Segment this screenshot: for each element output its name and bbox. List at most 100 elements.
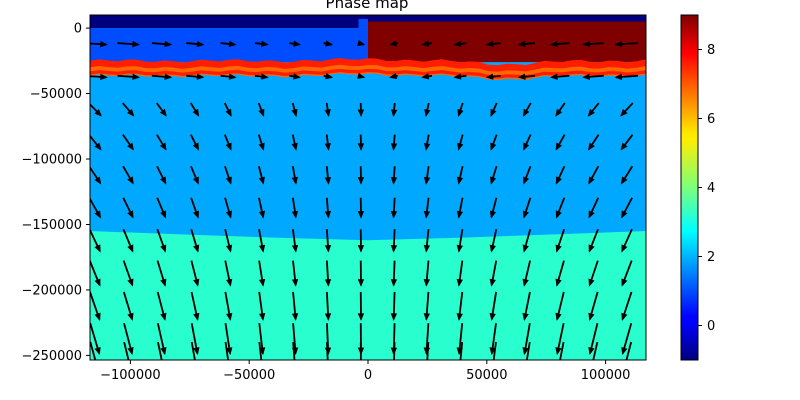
velocity-arrow xyxy=(122,260,134,287)
velocity-arrow xyxy=(522,260,531,287)
y-tick-label: −200000 xyxy=(21,283,82,298)
velocity-arrow xyxy=(555,134,566,151)
velocity-arrow xyxy=(588,260,599,287)
velocity-arrows xyxy=(90,39,639,360)
velocity-arrow xyxy=(423,291,431,321)
velocity-arrow xyxy=(326,341,329,360)
velocity-arrow xyxy=(123,322,134,356)
velocity-arrow xyxy=(291,166,298,185)
velocity-arrow xyxy=(220,40,237,48)
velocity-arrow xyxy=(490,102,498,117)
velocity-arrow xyxy=(423,166,431,185)
velocity-arrow xyxy=(621,291,633,321)
y-tick-label: 0 xyxy=(74,22,82,37)
velocity-arrow xyxy=(223,134,232,151)
velocity-arrow xyxy=(390,291,398,321)
velocity-arrow xyxy=(324,166,332,185)
velocity-arrow xyxy=(620,165,634,185)
velocity-arrow xyxy=(587,102,600,117)
velocity-arrow xyxy=(457,134,464,151)
velocity-arrow xyxy=(456,166,464,185)
velocity-arrow xyxy=(555,228,565,253)
velocity-arrow xyxy=(620,134,634,151)
velocity-arrow xyxy=(151,40,173,48)
velocity-arrow xyxy=(155,102,167,117)
velocity-arrow xyxy=(490,134,498,151)
velocity-arrow xyxy=(550,40,570,48)
velocity-arrow xyxy=(156,228,167,253)
velocity-arrow xyxy=(489,197,498,219)
velocity-arrow xyxy=(555,323,565,356)
velocity-arrow xyxy=(423,197,431,219)
velocity-arrow xyxy=(90,228,101,253)
plot-area xyxy=(90,15,646,360)
velocity-arrow xyxy=(421,73,433,80)
velocity-arrow xyxy=(117,40,140,48)
velocity-arrow xyxy=(485,73,501,80)
colorbar-tick-label: 2 xyxy=(707,250,715,265)
velocity-arrow xyxy=(186,73,205,80)
velocity-arrow xyxy=(489,260,498,287)
velocity-arrow xyxy=(457,102,464,117)
velocity-arrow xyxy=(324,134,331,151)
velocity-arrow xyxy=(621,197,633,219)
phase-9-top xyxy=(368,21,646,29)
velocity-arrow xyxy=(156,134,167,151)
velocity-arrow xyxy=(550,73,570,80)
velocity-arrow xyxy=(555,291,565,321)
velocity-arrow xyxy=(190,260,200,287)
phase-2-region xyxy=(90,54,646,241)
velocity-arrow xyxy=(258,197,266,219)
velocity-arrow xyxy=(390,197,398,219)
velocity-arrow xyxy=(357,291,365,321)
velocity-arrow xyxy=(582,40,604,48)
velocity-arrow xyxy=(156,291,167,321)
velocity-arrow xyxy=(555,102,566,117)
velocity-arrow xyxy=(224,341,229,360)
phase-1-spike xyxy=(358,18,368,29)
velocity-arrow xyxy=(224,291,233,321)
velocity-arrow xyxy=(257,166,265,185)
x-tick-label: 50000 xyxy=(466,368,507,383)
velocity-arrow xyxy=(190,134,200,151)
velocity-arrow xyxy=(190,323,200,356)
velocity-arrow xyxy=(588,197,600,219)
velocity-arrow xyxy=(224,323,233,356)
velocity-arrow xyxy=(456,291,464,321)
velocity-arrow xyxy=(456,260,464,287)
velocity-arrow xyxy=(492,341,497,360)
velocity-arrow xyxy=(156,197,167,219)
velocity-arrow xyxy=(389,40,398,47)
colorbar-tick-label: 4 xyxy=(707,181,715,196)
velocity-arrow xyxy=(588,134,600,151)
velocity-arrow xyxy=(357,166,365,185)
velocity-arrow xyxy=(489,291,498,321)
velocity-arrow xyxy=(151,73,173,80)
velocity-arrow xyxy=(517,40,536,48)
y-tick-label: −50000 xyxy=(30,87,82,102)
velocity-arrow xyxy=(289,40,301,47)
velocity-arrow xyxy=(523,165,532,185)
velocity-arrow xyxy=(517,73,536,80)
velocity-arrow xyxy=(485,40,501,48)
velocity-arrow xyxy=(614,73,639,81)
velocity-arrow xyxy=(254,40,269,48)
velocity-arrow xyxy=(357,229,365,253)
velocity-arrow xyxy=(122,291,134,321)
velocity-arrow xyxy=(359,342,362,360)
velocity-arrow xyxy=(357,102,365,118)
velocity-arrow xyxy=(555,260,565,287)
velocity-arrow xyxy=(190,228,200,253)
y-tick-label: −250000 xyxy=(21,349,82,364)
velocity-arrow xyxy=(588,322,599,356)
velocity-arrow xyxy=(522,134,532,151)
velocity-arrow xyxy=(324,197,332,219)
velocity-arrow xyxy=(522,291,531,321)
velocity-arrow xyxy=(621,322,633,356)
velocity-arrow xyxy=(592,341,599,360)
velocity-arrow xyxy=(522,102,532,117)
velocity-arrow xyxy=(525,341,531,360)
velocity-arrow xyxy=(390,229,398,253)
velocity-arrow xyxy=(621,228,633,253)
velocity-arrow xyxy=(393,342,396,360)
